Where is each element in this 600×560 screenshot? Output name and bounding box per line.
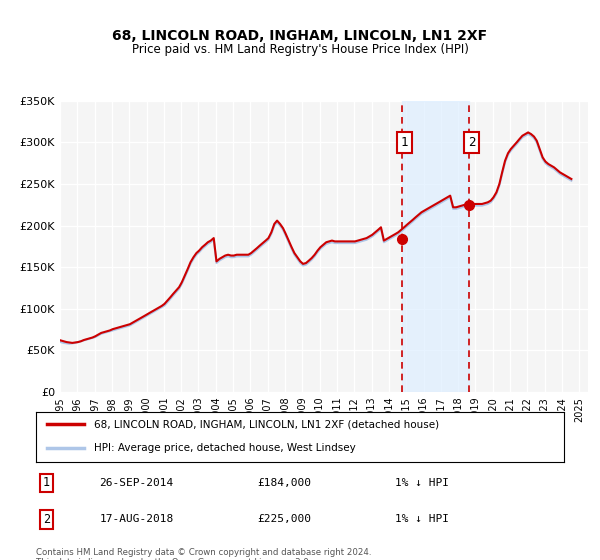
Text: £225,000: £225,000: [258, 515, 312, 524]
Text: 2: 2: [43, 513, 50, 526]
Text: 1: 1: [401, 136, 408, 149]
Bar: [402, 101, 469, 392]
Text: £184,000: £184,000: [258, 478, 312, 488]
Text: 68, LINCOLN ROAD, INGHAM, LINCOLN, LN1 2XF: 68, LINCOLN ROAD, INGHAM, LINCOLN, LN1 2…: [112, 29, 488, 44]
Text: 17-AUG-2018: 17-AUG-2018: [100, 515, 173, 524]
Text: 26-SEP-2014: 26-SEP-2014: [100, 478, 173, 488]
Text: 68, LINCOLN ROAD, INGHAM, LINCOLN, LN1 2XF (detached house): 68, LINCOLN ROAD, INGHAM, LINCOLN, LN1 2…: [94, 419, 439, 429]
Text: 1% ↓ HPI: 1% ↓ HPI: [395, 478, 449, 488]
Text: Contains HM Land Registry data © Crown copyright and database right 2024.
This d: Contains HM Land Registry data © Crown c…: [36, 548, 371, 560]
Text: HPI: Average price, detached house, West Lindsey: HPI: Average price, detached house, West…: [94, 443, 356, 453]
Text: 1% ↓ HPI: 1% ↓ HPI: [395, 515, 449, 524]
Text: Price paid vs. HM Land Registry's House Price Index (HPI): Price paid vs. HM Land Registry's House …: [131, 43, 469, 56]
Text: 2: 2: [468, 136, 475, 149]
Text: 1: 1: [43, 477, 50, 489]
